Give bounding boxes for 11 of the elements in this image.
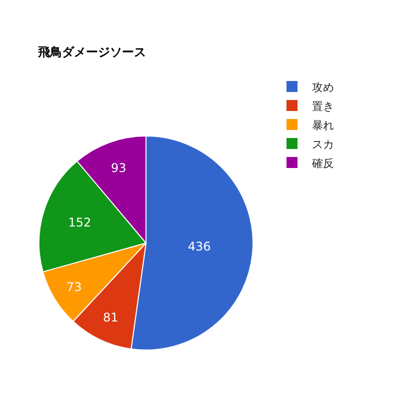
data-label: 93: [111, 161, 126, 176]
legend-label: 置き: [312, 100, 334, 113]
data-label: 81: [103, 310, 118, 324]
legend-label: 確反: [311, 156, 334, 170]
data-label: 73: [66, 280, 82, 294]
data-label: 436: [188, 240, 211, 254]
legend-label: 攻め: [312, 80, 334, 94]
chart-title: 飛鳥ダメージソース: [37, 45, 146, 60]
legend-label: 暴れ: [312, 118, 334, 132]
data-label: 152: [68, 216, 92, 230]
legend-label: スカ: [312, 138, 334, 151]
